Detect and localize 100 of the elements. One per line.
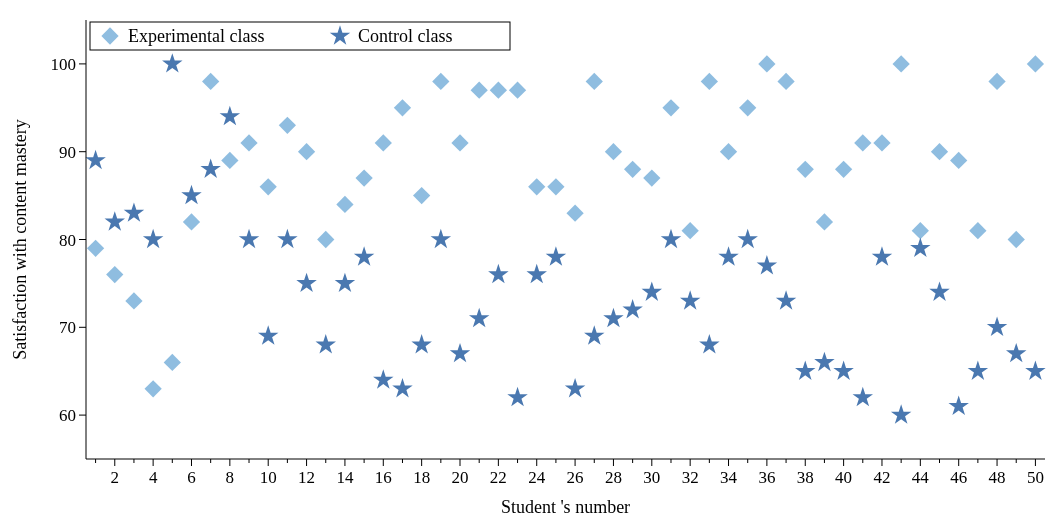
point [449,342,471,363]
point [910,237,931,257]
point [104,211,125,231]
point [929,281,950,301]
point [643,169,661,187]
point [488,263,509,284]
point [334,272,356,293]
point [315,334,336,354]
point [336,195,354,214]
x-tick-label: 46 [950,468,968,487]
point [681,222,699,240]
point [296,272,317,293]
point [85,149,106,170]
point [948,395,969,416]
point [259,178,277,196]
point [718,246,739,266]
point [470,81,488,99]
point [699,334,720,354]
point [162,53,183,73]
point [775,290,797,310]
legend-label: Control class [358,26,453,46]
point [86,239,105,257]
point [603,307,624,328]
point [624,160,642,178]
point [257,325,279,345]
point [890,404,912,424]
point [432,72,450,91]
point [660,228,682,249]
point [123,202,145,222]
point [142,228,164,249]
x-tick-label: 36 [758,468,776,487]
point [852,386,874,407]
x-tick-label: 8 [225,468,235,487]
point [182,213,201,231]
point [392,378,413,398]
x-tick-label: 32 [681,468,699,487]
point [317,230,335,249]
x-tick-label: 14 [336,468,354,487]
x-tick-label: 40 [835,468,853,487]
point [892,55,910,73]
point [144,380,162,398]
point [393,99,412,117]
x-tick-label: 28 [604,468,622,487]
point [507,386,528,407]
point [700,72,718,91]
point [950,151,968,170]
point [1007,230,1025,249]
point [871,246,893,266]
point [373,369,394,389]
point [200,158,221,178]
point [930,143,949,161]
point [1025,360,1046,380]
point [489,81,507,99]
point [125,292,143,310]
x-tick-label: 26 [566,468,584,487]
point [662,99,680,117]
point [967,360,989,380]
x-tick-label: 10 [259,468,277,487]
x-tick-label: 4 [148,468,158,487]
point [240,134,258,152]
point [297,143,316,161]
x-tick-label: 44 [911,468,930,487]
point [508,81,527,99]
point [604,143,623,161]
point [739,99,757,117]
point [564,378,586,398]
point [814,351,835,372]
point [756,255,778,275]
x-axis-title: Student 's number [500,497,631,517]
x-tick-label: 24 [528,468,546,487]
point [566,204,584,222]
point [219,105,241,126]
point [221,151,239,170]
point [622,298,643,319]
point [986,316,1008,337]
point [777,72,795,91]
x-tick-label: 2 [110,468,120,487]
legend-label: Experimental class [128,26,265,46]
point [1005,342,1027,363]
x-tick-label: 6 [187,468,196,487]
point [834,160,853,178]
point [545,246,567,266]
point [815,213,834,231]
point [528,178,546,196]
point [584,325,605,345]
point [106,265,124,284]
point [911,222,929,240]
x-tick-label: 50 [1026,468,1044,487]
point [278,116,297,134]
point [277,228,298,249]
x-tick-label: 16 [374,468,392,487]
point [988,72,1006,91]
point [547,178,565,196]
point [526,263,547,284]
point [758,55,776,73]
point [468,307,490,328]
point [411,334,432,354]
point [719,143,738,161]
x-tick-label: 42 [873,468,891,487]
x-tick-label: 38 [796,468,814,487]
